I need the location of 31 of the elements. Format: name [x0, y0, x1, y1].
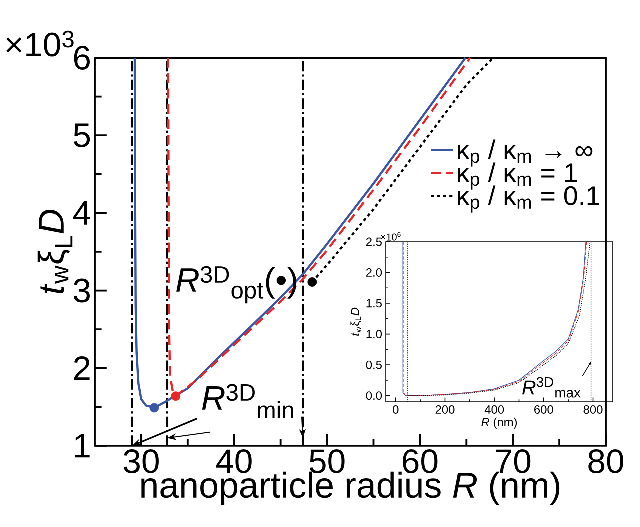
y-axis-title: t$_{w}$ξ$_{L}$D: [350, 308, 362, 336]
x-tick-label: 30: [124, 450, 159, 474]
x-tick-label: 800: [584, 406, 603, 414]
x-tick-label: 80: [588, 450, 624, 474]
x-tick-label: 600: [534, 406, 554, 414]
y-tick-label: 5: [74, 124, 90, 148]
x-tick-label: 400: [484, 406, 504, 414]
y-tick-label: 1: [75, 434, 90, 458]
x-axis-title: R (nm): [482, 418, 518, 429]
y-tick-label: 1.0: [366, 330, 382, 339]
x-tick-label: 50: [310, 450, 345, 474]
text: ×10$^{3}$: [6, 30, 74, 57]
y-tick-label: 2: [74, 356, 90, 380]
y-tick-label: 3: [74, 278, 90, 303]
x-tick-label: 200: [436, 406, 455, 414]
x-tick-label: 0: [393, 406, 399, 414]
annotation: R$^{3D}$min: [202, 384, 294, 418]
x-tick-label: 70: [496, 450, 531, 474]
annotation: ×10$^{6}$: [381, 232, 401, 241]
y-tick-label: 0.0: [366, 392, 382, 400]
y-tick-label: 6: [74, 46, 90, 70]
x-tick-label: 60: [403, 450, 438, 474]
y-tick-label: 2.0: [366, 268, 382, 277]
y-tick-label: 1.5: [366, 299, 382, 308]
x-tick-label: 40: [216, 450, 252, 474]
y-tick-label: 2.5: [366, 238, 382, 246]
annotation: R$^{3D}$max: [522, 377, 581, 398]
annotation: R$^{3D}$$_{opt}$(•): [176, 266, 297, 304]
y-tick-label: 0.5: [366, 360, 382, 370]
y-axis-title: t$_{w}$ξ$_{L}$D: [38, 210, 73, 294]
y-tick-label: 4: [73, 202, 90, 225]
